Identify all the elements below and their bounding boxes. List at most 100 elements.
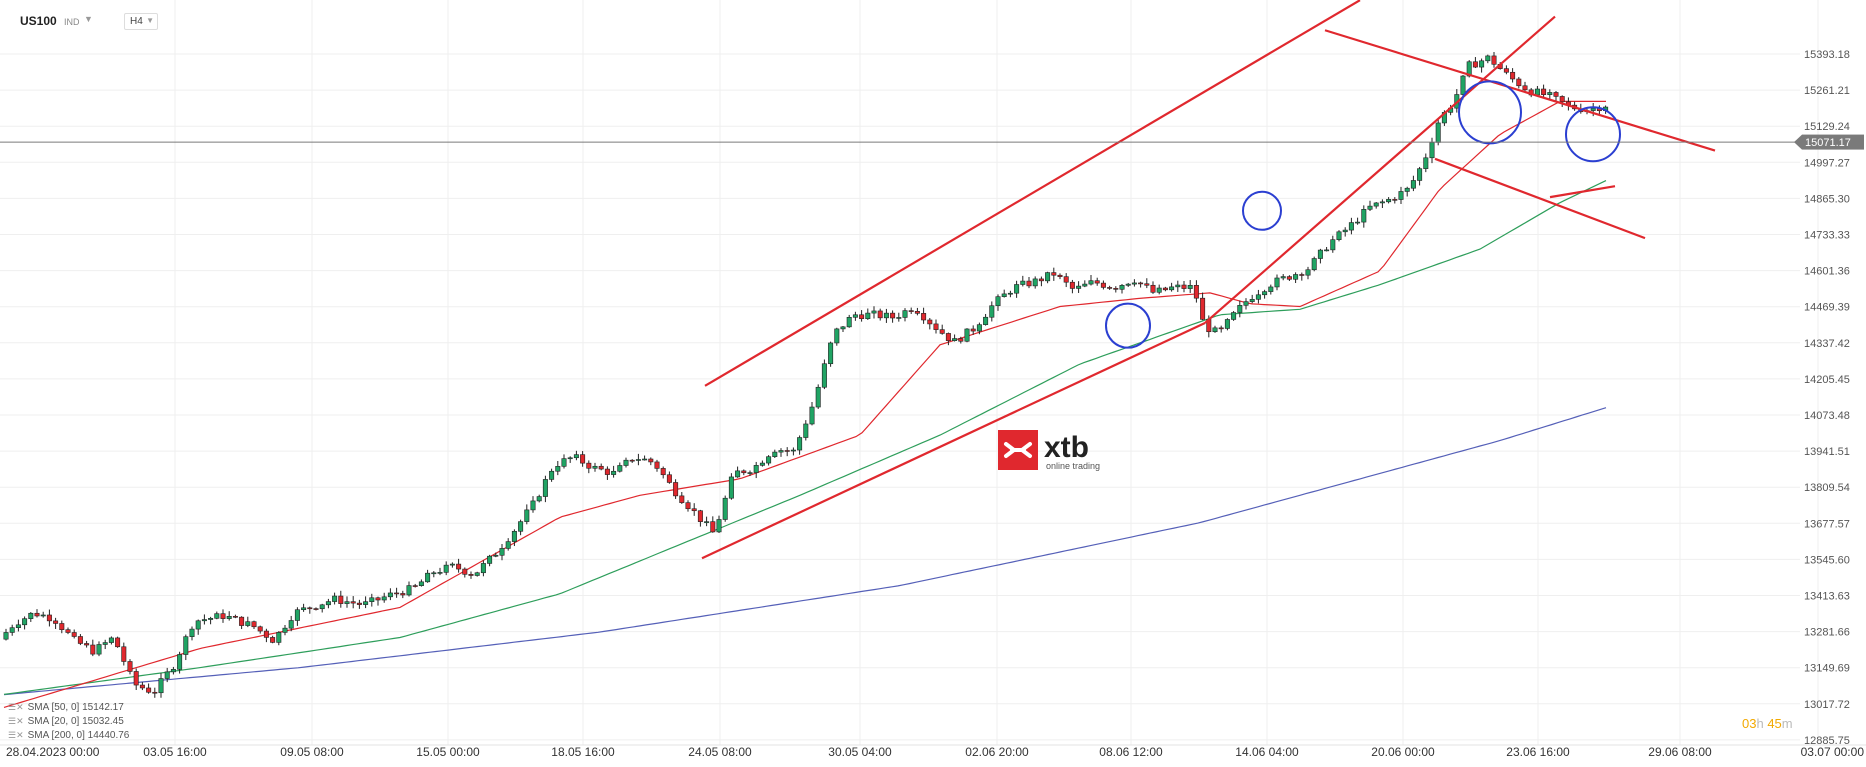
candle bbox=[722, 495, 728, 522]
candle bbox=[468, 571, 474, 579]
annotation-circle bbox=[1565, 106, 1621, 163]
candle bbox=[1026, 276, 1032, 289]
legend-sma50[interactable]: ☰✕ SMA [50, 0] 15142.17 bbox=[8, 702, 124, 713]
candle bbox=[1386, 197, 1392, 204]
candle bbox=[499, 544, 505, 561]
candle bbox=[1057, 273, 1063, 280]
candle bbox=[356, 599, 362, 609]
candle bbox=[784, 447, 790, 457]
y-tick-label: 13413.63 bbox=[1804, 591, 1850, 603]
candle bbox=[673, 479, 679, 499]
candle bbox=[189, 626, 195, 641]
candle bbox=[431, 571, 437, 578]
candle bbox=[369, 593, 375, 607]
candle bbox=[1007, 290, 1013, 298]
candle bbox=[1051, 267, 1057, 281]
candle bbox=[263, 628, 269, 643]
candle bbox=[443, 561, 449, 576]
candle bbox=[976, 322, 982, 335]
candle bbox=[1094, 277, 1100, 286]
candle bbox=[1212, 325, 1218, 333]
trendline bbox=[1434, 157, 1646, 240]
candle bbox=[84, 640, 90, 648]
candle bbox=[846, 314, 852, 328]
candle bbox=[815, 384, 821, 409]
legend-label: SMA [20, 0] 15032.45 bbox=[27, 716, 124, 727]
candle bbox=[747, 470, 753, 477]
candle bbox=[1336, 230, 1342, 242]
x-tick-label: 28.04.2023 00:00 bbox=[6, 745, 100, 759]
candle bbox=[877, 308, 883, 321]
y-tick-label: 14205.45 bbox=[1804, 374, 1850, 386]
candle bbox=[1274, 274, 1280, 291]
legend-sma20[interactable]: ☰✕ SMA [20, 0] 15032.45 bbox=[8, 716, 124, 727]
candle bbox=[319, 603, 325, 613]
logo-brand: xtb bbox=[1044, 431, 1089, 464]
candle bbox=[1187, 280, 1193, 293]
candle bbox=[474, 571, 480, 577]
candle bbox=[549, 468, 555, 482]
candle bbox=[170, 666, 176, 675]
y-tick-label: 13149.69 bbox=[1804, 663, 1850, 675]
candle bbox=[753, 461, 759, 479]
y-tick-label: 13545.60 bbox=[1804, 554, 1850, 566]
candle bbox=[1435, 118, 1441, 146]
chevron-down-icon[interactable]: ▼ bbox=[84, 14, 93, 24]
candle bbox=[741, 469, 747, 476]
candle bbox=[1063, 273, 1069, 288]
settings-icon[interactable]: ☰✕ bbox=[8, 730, 24, 740]
candle bbox=[425, 569, 431, 583]
sma20-line bbox=[3, 100, 1606, 708]
x-tick-label: 29.06 08:00 bbox=[1648, 745, 1712, 759]
symbol-name[interactable]: US100 bbox=[20, 14, 57, 28]
candle bbox=[1392, 197, 1398, 204]
candle bbox=[511, 529, 517, 547]
candlesticks bbox=[3, 52, 1609, 698]
x-tick-label: 24.05 08:00 bbox=[688, 745, 752, 759]
candle bbox=[220, 609, 226, 623]
candle bbox=[1410, 175, 1416, 192]
y-tick-label: 15129.24 bbox=[1804, 121, 1850, 133]
candle bbox=[1541, 84, 1547, 97]
candle bbox=[654, 459, 660, 472]
candle bbox=[1324, 246, 1330, 252]
y-tick-label: 15261.21 bbox=[1804, 85, 1850, 97]
candle bbox=[908, 307, 914, 315]
candle bbox=[759, 460, 765, 467]
candle bbox=[1379, 199, 1385, 208]
candle bbox=[59, 620, 65, 634]
timeframe-select[interactable]: H4 ▼ bbox=[124, 13, 158, 30]
x-tick-label: 18.05 16:00 bbox=[551, 745, 615, 759]
candle bbox=[456, 558, 462, 573]
candle bbox=[735, 466, 741, 478]
candle bbox=[697, 509, 703, 527]
xtb-logo: xtb online trading bbox=[998, 430, 1100, 471]
candle bbox=[1218, 325, 1224, 333]
candle bbox=[15, 619, 21, 632]
candle bbox=[90, 639, 96, 657]
candle bbox=[1404, 186, 1410, 197]
candle bbox=[1107, 285, 1113, 290]
legend-sma200[interactable]: ☰✕ SMA [200, 0] 14440.76 bbox=[8, 730, 129, 741]
candle bbox=[480, 560, 486, 577]
candle bbox=[301, 603, 307, 612]
candle bbox=[1255, 289, 1261, 304]
candle bbox=[890, 310, 896, 323]
candle bbox=[96, 641, 102, 657]
candle bbox=[586, 460, 592, 474]
logo-tagline: online trading bbox=[1046, 461, 1100, 471]
settings-icon[interactable]: ☰✕ bbox=[8, 716, 24, 726]
candle bbox=[400, 590, 406, 599]
candle bbox=[183, 634, 189, 661]
settings-icon[interactable]: ☰✕ bbox=[8, 702, 24, 712]
candle bbox=[1175, 280, 1181, 292]
candle bbox=[945, 332, 951, 346]
candle bbox=[1088, 275, 1094, 286]
candle bbox=[580, 451, 586, 467]
candle bbox=[1045, 271, 1051, 284]
candle bbox=[1293, 272, 1299, 284]
candle bbox=[1162, 286, 1168, 292]
x-tick-label: 14.06 04:00 bbox=[1235, 745, 1299, 759]
candle bbox=[1280, 274, 1286, 281]
